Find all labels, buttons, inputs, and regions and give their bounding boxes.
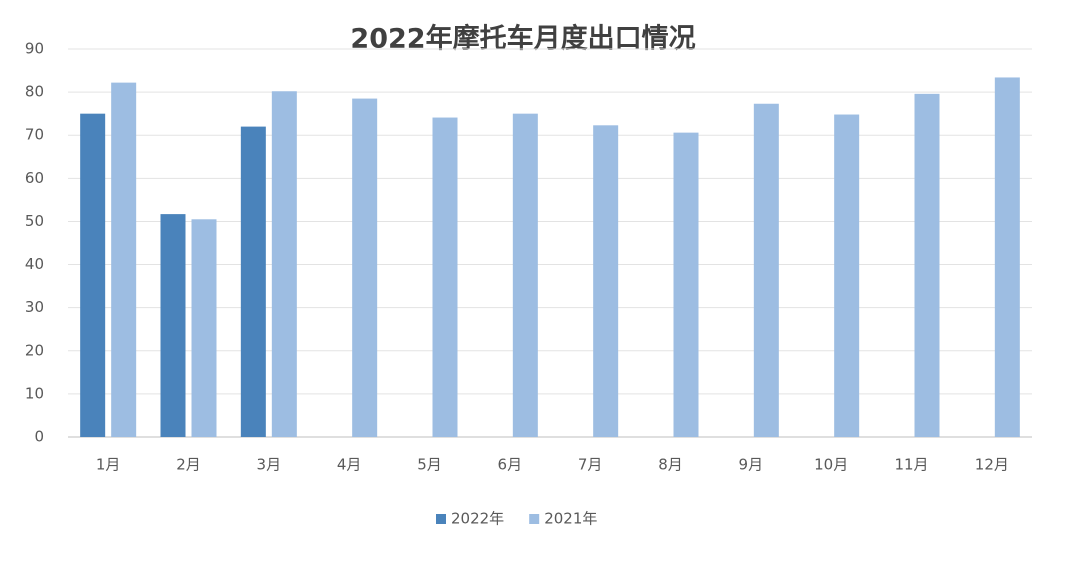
bar — [593, 125, 619, 437]
y-tick-label: 90 — [25, 40, 44, 58]
x-tick-label: 9月 — [739, 456, 764, 474]
x-tick-label: 12月 — [975, 456, 1009, 474]
bar — [914, 93, 940, 437]
bar — [673, 132, 699, 437]
x-tick-label: 10月 — [814, 456, 848, 474]
x-tick-label: 11月 — [894, 456, 928, 474]
bar — [240, 126, 266, 437]
x-tick-label: 8月 — [658, 456, 683, 474]
chart-title: 2022年摩托车月度出口情况 — [350, 23, 695, 55]
bar — [160, 214, 186, 437]
y-tick-label: 30 — [25, 298, 44, 316]
x-tick-label: 6月 — [498, 456, 523, 474]
bar — [80, 113, 106, 438]
x-tick-label: 3月 — [257, 456, 282, 474]
legend-label: 2022年 — [451, 510, 504, 528]
bar — [111, 82, 137, 438]
bar — [271, 91, 297, 437]
y-tick-label: 10 — [25, 384, 44, 402]
legend-label: 2021年 — [544, 510, 597, 528]
y-tick-label: 20 — [25, 341, 44, 359]
y-tick-label: 50 — [25, 212, 44, 230]
y-tick-label: 80 — [25, 83, 44, 101]
y-tick-label: 0 — [34, 428, 44, 446]
bar — [994, 77, 1020, 437]
legend-swatch — [436, 514, 446, 524]
y-tick-label: 40 — [25, 255, 44, 273]
x-tick-label: 1月 — [96, 456, 121, 474]
x-tick-label: 4月 — [337, 456, 362, 474]
bar — [191, 219, 217, 437]
y-tick-label: 70 — [25, 126, 44, 144]
bar — [512, 113, 538, 438]
x-tick-label: 5月 — [417, 456, 442, 474]
bar — [432, 117, 458, 438]
y-tick-label: 60 — [25, 169, 44, 187]
x-tick-label: 2月 — [176, 456, 201, 474]
x-tick-label: 7月 — [578, 456, 603, 474]
legend-swatch — [529, 514, 540, 524]
bar — [834, 114, 860, 437]
bar — [352, 98, 378, 438]
bar — [753, 103, 779, 438]
